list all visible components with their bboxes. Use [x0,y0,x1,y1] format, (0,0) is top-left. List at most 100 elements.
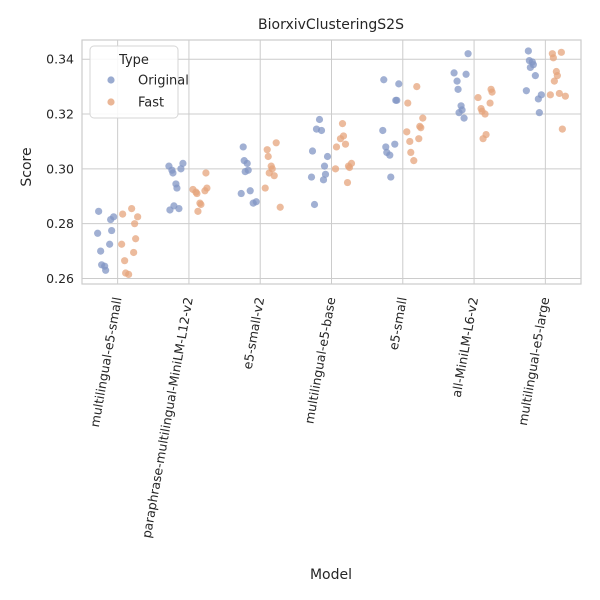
point-original [95,207,103,215]
point-fast [343,178,352,187]
point-original [107,215,115,224]
point-fast [332,143,341,151]
point-fast [130,248,138,257]
point-original [106,240,114,248]
point-original [323,152,332,161]
point-original [380,76,388,84]
chart-title: BiorxivClusteringS2S [258,17,404,33]
point-fast [558,125,566,133]
point-original [246,187,254,195]
point-original [241,167,249,176]
point-original [454,85,462,93]
point-fast [134,213,142,221]
point-fast [561,92,569,100]
point-fast [557,48,565,56]
x-tick-label: multilingual-e5-small [87,296,125,428]
legend-title: Type [118,53,149,68]
point-fast [546,91,554,99]
x-tick-label: e5-small [386,296,410,351]
point-original [321,170,330,178]
grid-lines [82,40,581,284]
point-original [531,72,539,80]
point-fast [341,140,350,148]
y-tick-label: 0.26 [46,271,74,286]
point-original [391,140,399,148]
point-original [522,87,530,95]
point-original [535,109,543,117]
point-original [386,151,394,159]
point-fast [132,235,140,243]
point-fast [481,110,489,118]
point-original [317,126,326,135]
point-fast [338,120,347,128]
point-original [393,96,401,104]
point-original [249,199,257,207]
point-original [382,143,390,151]
legend-label-fast: Fast [138,96,164,111]
legend-marker-fast [107,98,115,106]
point-fast [406,137,414,146]
point-original [175,205,183,213]
point-fast [261,184,269,192]
point-fast [125,270,133,279]
point-fast [193,189,201,198]
point-original [94,229,102,237]
point-fast [201,187,209,195]
point-original [460,114,468,122]
point-fast [272,139,280,147]
y-tick-label: 0.32 [46,107,74,122]
legend: Type Original Fast [89,45,189,119]
point-original [166,206,174,214]
point-original [464,50,472,58]
point-fast [270,172,278,180]
point-original [462,70,470,78]
point-fast [404,99,412,107]
point-original [308,147,317,155]
legend-label-original: Original [138,74,189,89]
point-original [108,226,116,235]
point-fast [128,205,136,213]
plot-border [81,39,582,285]
x-tick-label: all-MiniLM-L6-v2 [449,296,481,399]
point-original [524,47,532,55]
x-tick-label: multilingual-e5-base [301,296,338,425]
point-original [319,176,328,184]
point-original [453,77,461,85]
point-original [179,159,187,167]
point-fast [555,89,563,98]
point-fast [488,88,496,96]
point-original [310,200,319,209]
legend-marker-original [107,76,115,84]
point-fast [118,240,126,248]
point-original [315,115,324,124]
point-original [237,189,245,198]
point-fast [474,93,482,102]
x-tick-label: paraphrase-multilingual-MiniLM-L12-v2 [139,296,196,539]
point-fast [410,157,418,165]
data-points [94,47,569,279]
plot-frame [81,39,582,285]
point-fast [553,72,561,80]
x-tick-label: multilingual-e5-large [515,296,552,427]
point-fast [202,169,210,177]
point-original [173,184,181,192]
point-original [387,173,395,181]
point-fast [119,210,127,218]
point-fast [419,114,427,122]
point-fast [331,165,340,173]
point-fast [403,128,411,136]
y-tick-label: 0.28 [46,216,74,231]
point-fast [194,207,202,215]
x-axis-title: Model [310,567,352,583]
point-fast [479,135,487,143]
x-axis-ticks: multilingual-e5-small paraphrase-multilin… [87,296,552,540]
point-original [320,162,329,170]
point-fast [197,200,205,209]
point-original [169,169,177,177]
point-fast [417,124,425,132]
point-original [379,126,387,135]
y-axis-title: Score [19,147,35,186]
y-axis-ticks: 0.26 0.28 0.30 0.32 0.34 [46,52,74,286]
point-fast [413,83,421,91]
